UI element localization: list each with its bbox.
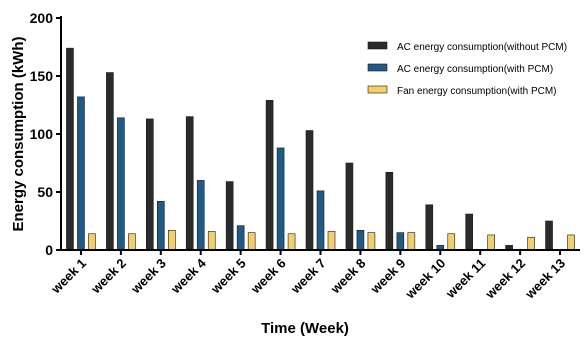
y-ticks: 0 50 100 150 200	[30, 10, 61, 258]
bar-1-7	[356, 229, 365, 251]
legend-swatch-2	[367, 85, 388, 94]
bar-0-3	[185, 116, 194, 251]
bar-2-10	[487, 234, 495, 251]
bar-2-2	[168, 229, 176, 251]
bar-1-3	[196, 180, 205, 251]
bar-2-4	[247, 232, 256, 251]
x-tick-label: week 12	[482, 256, 529, 303]
y-tick-label: 200	[30, 10, 54, 26]
bar-0-7	[345, 162, 354, 251]
legend-label-1: AC energy consumption(with PCM)	[397, 64, 553, 75]
bar-0-1	[106, 72, 114, 251]
x-tick-label: week 2	[88, 256, 129, 297]
bar-2-0	[88, 233, 96, 251]
bars-layer	[66, 47, 575, 251]
bar-0-12	[545, 220, 553, 251]
x-ticks: week 1 week 2 week 3 week 4 week 5 week 6 week…	[48, 250, 569, 303]
legend: AC energy consumption(without PCM) AC ene…	[367, 41, 567, 97]
x-tick-label: week 5	[207, 256, 248, 297]
y-tick-label: 100	[30, 126, 54, 142]
y-tick-label: 0	[45, 242, 53, 258]
bar-2-9	[447, 233, 456, 251]
bar-0-5	[265, 100, 274, 251]
bar-0-9	[425, 204, 434, 251]
bar-2-6	[327, 231, 336, 251]
x-axis-title: Time (Week)	[261, 320, 349, 337]
bar-1-2	[157, 200, 165, 251]
bar-2-3	[207, 231, 216, 251]
x-tick-label: week 1	[48, 256, 89, 297]
legend-label-2: Fan energy consumption(with PCM)	[397, 86, 557, 97]
legend-label-0: AC energy consumption(without PCM)	[397, 42, 567, 53]
bar-1-5	[276, 147, 285, 251]
bar-2-5	[287, 233, 296, 251]
bar-2-8	[407, 232, 416, 251]
y-tick-label: 50	[37, 184, 53, 200]
x-tick-label: week 10	[402, 256, 449, 303]
bar-0-4	[225, 181, 234, 251]
x-tick-label: week 8	[327, 256, 368, 297]
x-tick-label: week 7	[287, 256, 328, 297]
bar-1-6	[316, 190, 325, 251]
x-tick-label: week 3	[127, 256, 168, 297]
x-tick-label: week 6	[247, 256, 288, 297]
bar-1-4	[236, 225, 245, 251]
bar-2-7	[367, 232, 376, 251]
bar-0-10	[465, 213, 473, 251]
bar-1-8	[396, 232, 405, 251]
bar-1-1	[117, 117, 125, 251]
bar-2-12	[567, 234, 575, 251]
y-axis-title: Energy consumption (kWh)	[10, 36, 27, 231]
bar-2-1	[128, 233, 136, 251]
y-tick-label: 150	[30, 68, 54, 84]
bar-1-0	[77, 96, 85, 251]
bar-0-8	[385, 171, 394, 251]
bar-2-11	[527, 236, 535, 251]
x-tick-label: week 4	[167, 255, 209, 297]
legend-swatch-0	[367, 41, 388, 50]
legend-swatch-1	[367, 63, 388, 72]
bar-0-2	[146, 118, 154, 251]
bar-0-6	[305, 130, 314, 251]
x-tick-label: week 13	[522, 256, 569, 303]
bar-0-0	[66, 47, 74, 251]
x-tick-label: week 11	[442, 256, 488, 302]
